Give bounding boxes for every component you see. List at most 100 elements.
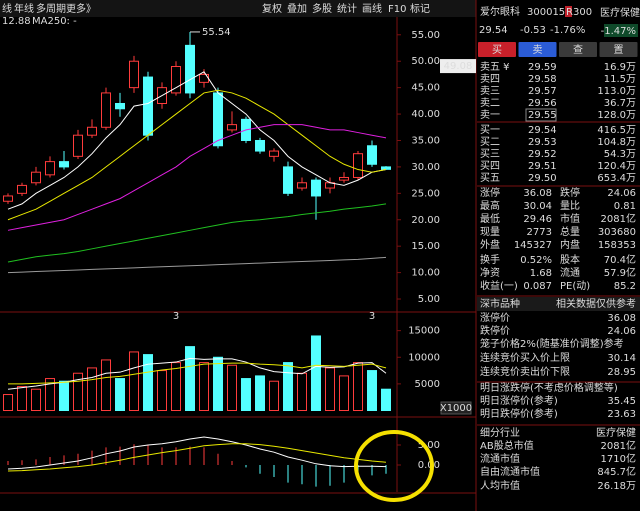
indicator-line [7,71,387,210]
info-label: 涨停价 [480,311,510,324]
candle-body [3,195,13,202]
stat-value: 85.2 [614,281,636,292]
indicator-line [7,124,387,231]
toolbar-button[interactable]: 复权 [262,2,282,15]
candle-body [143,76,153,136]
stat-value: 30.04 [523,201,552,212]
book-level: 买二 [480,136,500,148]
stock-code: 300015 [527,7,565,18]
candle-body [269,150,279,157]
info-header: 深市品种 [480,297,520,310]
y-tick-label: 10.00 [411,268,440,279]
book-price: 29.54 [528,125,557,136]
info-value: 28.95 [607,367,636,378]
volume-bar [269,380,279,411]
book-level: 卖四 [480,73,500,85]
action-button-label[interactable]: 卖 [533,44,543,56]
info-value: 24.06 [607,326,636,337]
action-button[interactable] [518,42,557,57]
volume-bar [311,335,321,411]
y-tick-label: 15000 [408,326,440,337]
corner-label: 12.88 [2,16,31,27]
candle-body [115,102,125,110]
stat-label: 内盘 [560,238,580,251]
book-level: 卖一 [480,109,500,121]
book-price: 29.50 [528,173,557,184]
x-tick-label: 3 [369,311,375,322]
candle-body [367,145,377,165]
toolbar-button[interactable]: 标记 [410,3,430,15]
book-volume: 36.7万 [604,98,636,109]
indicator-line [7,256,387,274]
volume-bar [213,356,223,412]
info-label: 连续竞价卖出价下限 [480,365,570,378]
action-button-label[interactable]: 查 [573,43,583,56]
industry-change-box [604,24,638,37]
toolbar-button[interactable]: F10 [388,4,406,15]
book-level: 买四 [480,160,500,172]
candle-body [45,161,55,176]
volume-bar [115,378,125,412]
info-value: 845.7亿 [597,465,636,478]
book-volume: 416.5万 [597,125,636,136]
toolbar-button[interactable]: 统计 [337,2,357,15]
info-label: 流通市值 [480,452,520,465]
info-label: 自由流通市值 [480,465,540,478]
volume-bar [353,362,363,411]
stat-value: 24.06 [607,188,636,199]
info-value: 1710亿 [601,452,636,465]
action-button[interactable] [478,42,516,57]
toolbar-button[interactable]: 画线 [362,2,382,15]
indicator-line [7,357,387,390]
volume-bar [45,378,55,412]
action-button-label[interactable]: 买 [492,44,502,56]
candle-body [339,176,349,181]
info-label: 笼子价格2%(随基准价调整)参考 [480,337,624,350]
volume-bar [199,362,209,411]
candle-body [199,73,209,83]
y-tick-label: 45.00 [411,83,440,94]
info-value: 23.63 [607,409,636,420]
stat-value: 1.68 [530,268,552,279]
stat-label: 最高 [480,199,500,212]
volume-bar [17,386,27,412]
price-highlight [525,108,557,122]
unit-box [440,401,472,415]
stat-value: 57.9亿 [604,266,636,279]
toolbar-tab[interactable]: 线 [2,2,12,15]
volume-bar [3,394,13,412]
y-tick-label: 5.00 [418,294,440,305]
toolbar-tab[interactable]: 多周期 [36,2,66,15]
candle-body [353,153,363,178]
candle-body [31,171,41,184]
price-change-pct: -1.76% [550,25,585,36]
toolbar-button[interactable]: 叠加 [287,3,307,15]
toolbar-button[interactable]: 多股 [312,2,332,15]
volume-bar [283,362,293,411]
legend-text: MA250: - [32,16,77,27]
info-label: AB股总市值 [480,439,534,452]
stat-value: 2773 [527,227,552,238]
book-price: 29.59 [528,62,557,73]
stat-value: 29.46 [523,214,552,225]
candle-body [381,166,391,170]
y-tick-label: 5000 [415,379,440,390]
badge-box [565,6,572,17]
stat-value: 303680 [598,227,636,238]
candle-body [213,92,223,147]
stat-value: 2081亿 [601,212,636,225]
volume-bar [367,370,377,411]
book-price: 29.52 [528,149,557,160]
action-button[interactable] [559,42,597,57]
action-button-label[interactable]: 置 [614,44,624,56]
info-value: 35.45 [607,396,636,407]
indicator-line [7,436,387,470]
toolbar-tab[interactable]: 更多》 [66,2,96,15]
y-tick-label: 15.00 [411,241,440,252]
toolbar-tab[interactable]: 年线 [14,2,34,15]
action-button[interactable] [599,42,638,57]
stat-label: 跌停 [560,186,580,199]
book-volume: 128.0万 [597,110,636,121]
y-tick-label: 55.00 [411,30,440,41]
